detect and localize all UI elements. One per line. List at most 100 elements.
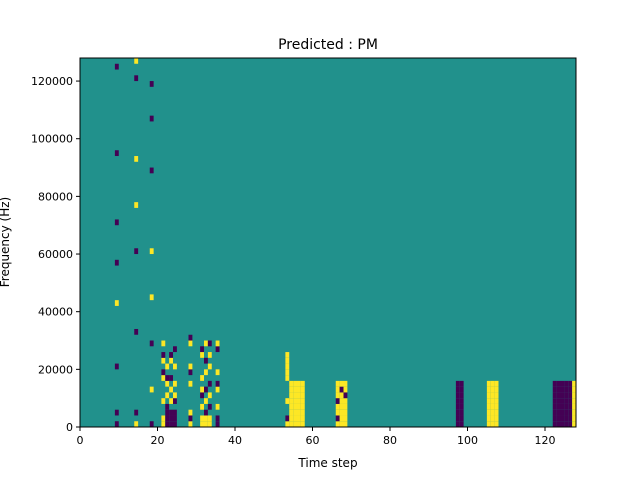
heatmap-cell: [335, 386, 340, 393]
y-tick-label: 0: [66, 421, 73, 434]
heatmap-cell: [297, 392, 301, 399]
heatmap-cell: [564, 380, 569, 387]
heatmap-cell: [200, 352, 205, 358]
heatmap-cell: [204, 398, 208, 404]
heatmap-cell: [455, 398, 460, 404]
heatmap-cell: [300, 392, 305, 399]
heatmap-cell: [204, 421, 208, 427]
heatmap-cell: [556, 421, 561, 427]
plot-area: [80, 58, 576, 427]
heatmap-cell: [289, 398, 294, 404]
heatmap-cell: [300, 409, 305, 416]
heatmap-cell: [165, 380, 170, 387]
heatmap-cell: [207, 340, 212, 347]
heatmap-cell: [289, 421, 294, 427]
heatmap-cell: [173, 392, 177, 399]
heatmap-cell: [343, 409, 348, 416]
heatmap-cell: [173, 380, 177, 387]
heatmap-cell: [289, 386, 294, 393]
heatmap-cell: [343, 403, 348, 410]
heatmap-cell: [494, 421, 499, 427]
x-tick-label: 60: [306, 434, 320, 447]
heatmap-cell: [215, 421, 220, 427]
x-axis-label: Time step: [297, 456, 357, 470]
heatmap-cell: [134, 202, 139, 208]
heatmap-cell: [552, 380, 557, 387]
heatmap-cell: [556, 392, 561, 399]
heatmap-cell: [204, 386, 208, 393]
heatmap-cell: [560, 380, 565, 387]
heatmap-cell: [188, 421, 193, 427]
y-tick-label: 60000: [38, 248, 73, 261]
heatmap-cell: [114, 409, 119, 416]
heatmap-cell: [114, 150, 119, 157]
heatmap-cell: [560, 403, 565, 410]
heatmap-cell: [169, 357, 174, 364]
heatmap-cell: [165, 415, 170, 422]
heatmap-cell: [161, 352, 166, 358]
heatmap-cell: [297, 398, 301, 404]
heatmap-cell: [215, 369, 220, 376]
heatmap-cell: [285, 421, 290, 427]
heatmap-cell: [552, 398, 557, 404]
heatmap-cell: [134, 409, 139, 416]
heatmap-cell: [486, 409, 491, 416]
x-tick-label: 100: [457, 434, 478, 447]
heatmap-cell: [173, 363, 177, 370]
heatmap-cell: [494, 386, 499, 393]
heatmap-cell: [564, 403, 569, 410]
heatmap-cell: [455, 415, 460, 422]
heatmap-cell: [568, 409, 573, 416]
heatmap-cell: [459, 403, 464, 410]
heatmap-cell: [134, 248, 139, 255]
heatmap-cell: [169, 409, 174, 416]
heatmap-cell: [459, 386, 464, 393]
heatmap-cell: [215, 340, 220, 347]
heatmap-cell: [173, 409, 177, 416]
heatmap-cell: [204, 357, 208, 364]
heatmap-cell: [293, 415, 298, 422]
heatmap-cell: [161, 415, 166, 422]
heatmap-cell: [297, 415, 301, 422]
heatmap-cell: [161, 398, 166, 404]
heatmap-cell: [169, 352, 174, 358]
heatmap-cell: [204, 415, 208, 422]
heatmap-cell: [188, 369, 193, 376]
heatmap-cell: [564, 398, 569, 404]
heatmap-cell: [335, 403, 340, 410]
heatmap-cell: [560, 421, 565, 427]
heatmap-cell: [339, 409, 344, 416]
heatmap-cell: [560, 398, 565, 404]
heatmap-cell: [173, 398, 177, 404]
heatmap-cell: [335, 409, 340, 416]
heatmap-cell: [339, 421, 344, 427]
heatmap-cell: [134, 58, 139, 64]
heatmap-cell: [486, 421, 491, 427]
heatmap-cell: [335, 392, 340, 399]
heatmap-cell: [285, 352, 290, 358]
heatmap-cell: [552, 392, 557, 399]
heatmap-cell: [556, 403, 561, 410]
heatmap-cell: [207, 421, 212, 427]
heatmap-cells: [114, 58, 577, 427]
heatmap-cell: [552, 409, 557, 416]
heatmap-cell: [149, 340, 154, 347]
heatmap-cell: [552, 415, 557, 422]
heatmap-cell: [169, 398, 174, 404]
heatmap-cell: [490, 392, 495, 399]
heatmap-cell: [494, 409, 499, 416]
x-tick-label: 120: [535, 434, 556, 447]
heatmap-cell: [114, 219, 119, 226]
heatmap-cell: [486, 398, 491, 404]
heatmap-cell: [169, 415, 174, 422]
heatmap-cell: [207, 380, 212, 387]
heatmap-cell: [200, 415, 205, 422]
heatmap-cell: [169, 421, 174, 427]
heatmap-cell: [200, 346, 205, 353]
heatmap-cell: [486, 403, 491, 410]
heatmap-cell: [564, 386, 569, 393]
heatmap-cell: [560, 415, 565, 422]
heatmap-cell: [556, 380, 561, 387]
heatmap-cell: [339, 392, 344, 399]
